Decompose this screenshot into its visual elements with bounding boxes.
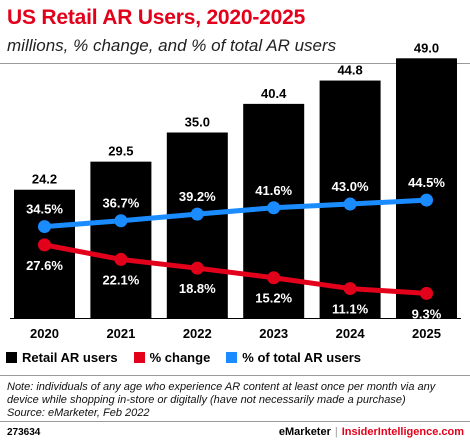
- point-percent-change-2020: [38, 238, 51, 252]
- bottom-divider: [0, 375, 470, 376]
- x-tick-label-2020: 2020: [30, 326, 59, 341]
- legend-label-percent-change: % change: [149, 350, 211, 365]
- x-tick-label-2025: 2025: [412, 326, 441, 341]
- bar-label-2021: 29.5: [108, 144, 133, 159]
- point-percent-change-2023: [267, 271, 281, 285]
- bar-label-2022: 35.0: [185, 115, 210, 130]
- point-percent-change-2024: [343, 282, 357, 296]
- legend-item-percent-change: % change: [133, 350, 211, 365]
- legend-label-percent-total: % of total AR users: [242, 350, 361, 365]
- chart-subtitle: millions, % change, and % of total AR us…: [7, 36, 337, 55]
- point-percent-total-2021: [114, 214, 128, 228]
- chart-area: 24.2 29.5 35.0 40.4 44.8 49.0 2020 2021 2022 2023…: [10, 40, 461, 341]
- point-label-percent-total-2022: 39.2%: [179, 189, 216, 204]
- legend-swatch-red: [133, 352, 145, 363]
- point-percent-change-2021: [114, 252, 128, 266]
- top-divider: [0, 63, 470, 64]
- bar-label-2020: 24.2: [32, 172, 57, 187]
- brand-emarketer: eMarketer: [278, 426, 331, 438]
- footer-brand: eMarketer | InsiderIntelligence.com: [279, 426, 464, 438]
- point-label-percent-total-2023: 41.6%: [255, 183, 292, 198]
- point-label-percent-total-2025: 44.5%: [408, 175, 445, 190]
- footnote: Note: individuals of any age who experie…: [7, 381, 462, 420]
- point-percent-total-2022: [190, 207, 204, 221]
- x-tick-label-2021: 2021: [106, 326, 135, 341]
- chart-id: 273634: [7, 427, 41, 438]
- x-tick-label-2022: 2022: [183, 326, 212, 341]
- bar-label-2024: 44.8: [337, 63, 362, 78]
- point-percent-total-2020: [38, 220, 51, 234]
- point-percent-change-2022: [190, 261, 204, 275]
- legend-swatch-blue: [226, 352, 238, 363]
- legend-item-retail-ar-users: Retail AR users: [6, 350, 118, 365]
- legend: Retail AR users % change % of total AR u…: [6, 350, 361, 365]
- chart-title: US Retail AR Users, 2020-2025: [7, 6, 306, 29]
- footer-divider: [0, 421, 470, 422]
- point-label-percent-change-2020: 27.6%: [26, 258, 63, 273]
- brand-insiderintelligence: InsiderIntelligence.com: [341, 426, 464, 438]
- bar-2022: [166, 132, 228, 318]
- source-text: Source: eMarketer, Feb 2022: [7, 407, 150, 419]
- note-text: Note: individuals of any age who experie…: [7, 381, 436, 406]
- legend-swatch-black: [6, 352, 17, 363]
- brand-separator: |: [334, 426, 338, 438]
- point-percent-total-2023: [267, 201, 281, 215]
- point-label-percent-total-2021: 36.7%: [102, 196, 139, 211]
- line-percent-change: [42, 242, 429, 296]
- legend-label-retail-ar-users: Retail AR users: [22, 350, 118, 365]
- bar-2025: [396, 58, 457, 319]
- bar-label-2025: 49.0: [414, 40, 439, 55]
- point-label-percent-change-2025: 9.3%: [412, 306, 442, 321]
- point-percent-total-2025: [420, 193, 433, 207]
- point-percent-change-2025: [420, 286, 433, 300]
- legend-item-percent-total: % of total AR users: [226, 350, 361, 365]
- bar-2021: [90, 161, 152, 318]
- point-label-percent-total-2020: 34.5%: [26, 202, 63, 217]
- x-tick-label-2023: 2023: [259, 326, 288, 341]
- point-label-percent-change-2022: 18.8%: [179, 281, 216, 296]
- point-label-percent-change-2023: 15.2%: [255, 291, 292, 306]
- line-percent-total: [42, 197, 429, 230]
- bar-label-2023: 40.4: [261, 86, 287, 101]
- point-label-percent-change-2024: 11.1%: [332, 302, 369, 317]
- point-label-percent-change-2021: 22.1%: [102, 272, 139, 287]
- point-label-percent-total-2024: 43.0%: [332, 179, 369, 194]
- point-percent-total-2024: [343, 197, 357, 211]
- x-tick-label-2024: 2024: [336, 326, 366, 341]
- bar-2020: [14, 189, 75, 318]
